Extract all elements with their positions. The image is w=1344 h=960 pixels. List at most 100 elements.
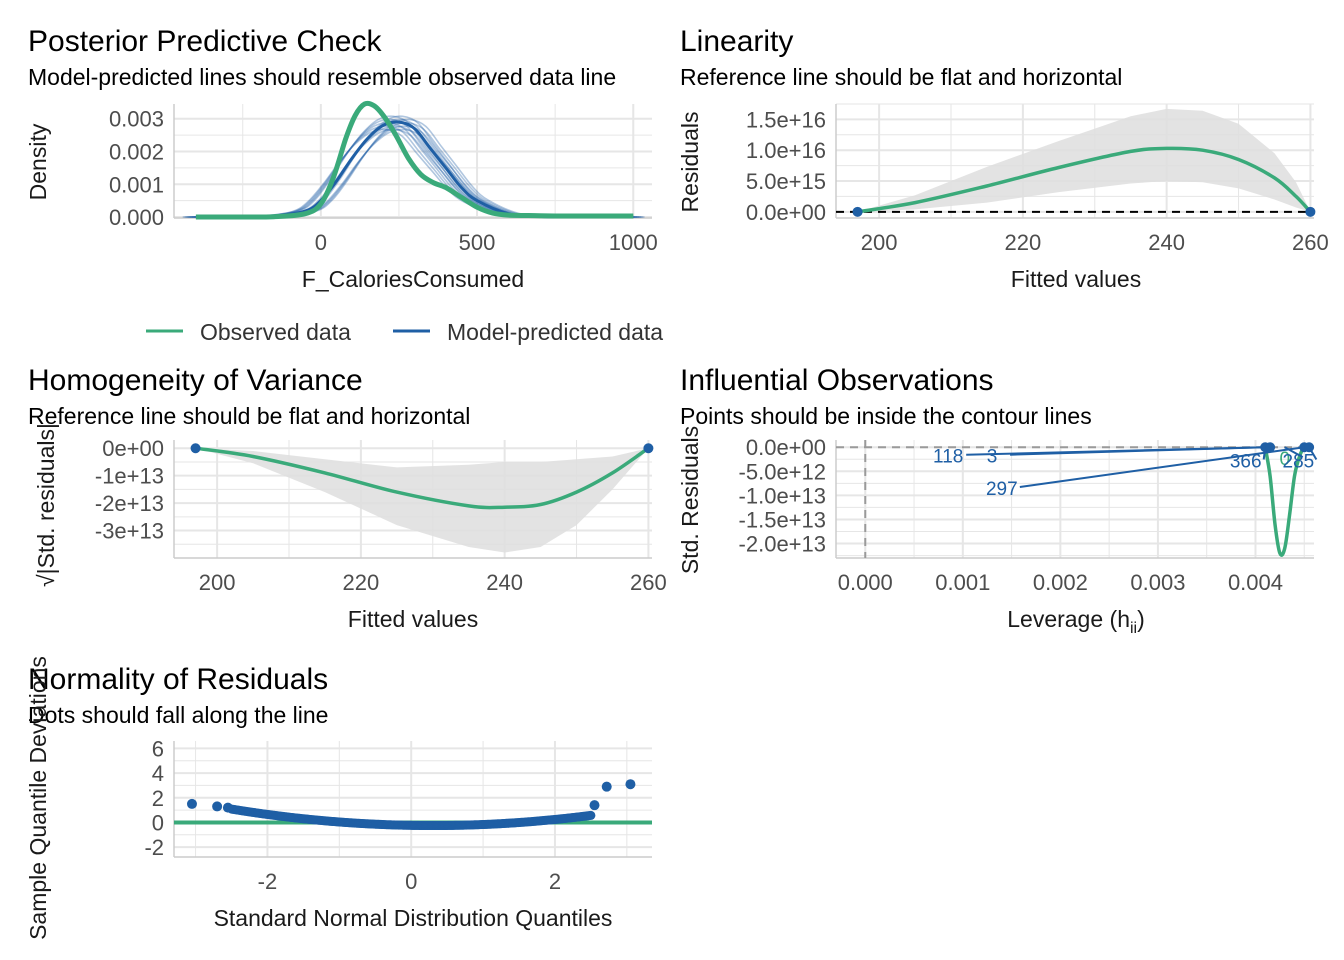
panel-homogeneity-of-variance: Homogeneity of Variance Reference line s… (28, 364, 667, 632)
linearity-x-tick-label: 220 (1005, 230, 1042, 255)
normality-y-tick-label: 0 (152, 810, 164, 835)
homogeneity-x-tick-label: 240 (486, 570, 523, 595)
influential-point (1265, 442, 1276, 453)
panel-linearity: Linearity Reference line should be flat … (677, 25, 1329, 292)
influential-x-axis-label: Leverage (hii) (1007, 606, 1145, 637)
linearity-x-axis-label: Fitted values (1011, 266, 1141, 292)
homogeneity-x-tick-label: 200 (199, 570, 236, 595)
homogeneity-y-tick-label: -2e+13 (95, 491, 164, 516)
ppc-ticks: 0 500 1000 0.000 0.001 0.002 0.003 (109, 107, 658, 255)
normality-title: Normality of Residuals (28, 663, 328, 696)
homogeneity-x-tick-label: 220 (343, 570, 380, 595)
ppc-legend: Observed data Model-predicted data (146, 319, 663, 345)
ppc-predicted-draw-line (205, 122, 643, 218)
influential-y-tick-label: -5.0e+12 (739, 459, 826, 484)
ppc-predicted-draw-line (186, 122, 624, 218)
influential-x-tick-label: 0.002 (1033, 570, 1088, 595)
normality-y-tick-label: 6 (152, 736, 164, 761)
homogeneity-subtitle: Reference line should be flat and horizo… (28, 403, 470, 429)
homogeneity-confidence-band (195, 448, 649, 553)
linearity-title: Linearity (680, 25, 793, 58)
panel-influential-observations: Influential Observations Points should b… (677, 364, 1318, 637)
linearity-y-tick-label: 1.5e+16 (746, 107, 826, 132)
homogeneity-point (643, 443, 654, 454)
influential-title: Influential Observations (680, 364, 994, 397)
normality-qq-point (586, 810, 596, 820)
influential-label-segment (1010, 446, 1266, 456)
normality-y-axis-label: Sample Quantile Deviations (25, 656, 51, 940)
linearity-point (1305, 206, 1316, 217)
ppc-title: Posterior Predictive Check (28, 25, 382, 58)
normality-x-axis-label: Standard Normal Distribution Quantiles (214, 905, 613, 931)
ppc-predicted-draw-line (184, 125, 622, 218)
panel-posterior-predictive-check: Posterior Predictive Check Model-predict… (25, 25, 658, 292)
influential-point-label: 0 (1279, 449, 1290, 470)
ppc-x-axis-label: F_CaloriesConsumed (302, 266, 524, 292)
linearity-subtitle: Reference line should be flat and horizo… (680, 64, 1122, 90)
ppc-observed-line (195, 100, 634, 220)
homogeneity-y-tick-label: -3e+13 (95, 519, 164, 544)
normality-qq-point (625, 779, 636, 790)
linearity-ticks: 200 220 240 260 0.0e+00 5.0e+15 1.0e+16 1.5e+16 (746, 107, 1329, 255)
homogeneity-y-axis-label: √|Std. residuals| (33, 423, 59, 587)
normality-gridlines (173, 741, 652, 858)
normality-series (174, 779, 652, 830)
influential-y-tick-label: -2.0e+13 (739, 532, 826, 557)
homogeneity-title: Homogeneity of Variance (28, 364, 363, 397)
influential-point-label: 118 (933, 447, 963, 468)
normality-qq-point (186, 798, 197, 809)
normality-y-tick-label: 4 (152, 761, 164, 786)
ppc-x-tick-label: 1000 (609, 230, 658, 255)
homogeneity-series (190, 443, 654, 553)
linearity-fit-line (857, 146, 1312, 214)
normality-y-tick-label: -2 (144, 835, 164, 860)
linearity-x-tick-label: 200 (861, 230, 898, 255)
ppc-x-tick-label: 0 (315, 230, 327, 255)
linearity-x-tick-label: 260 (1292, 230, 1329, 255)
homogeneity-x-tick-label: 260 (630, 570, 667, 595)
influential-subtitle: Points should be inside the contour line… (680, 403, 1092, 429)
normality-x-tick-label: 0 (405, 869, 417, 894)
influential-x-axis-label-sub: ii (1130, 620, 1137, 637)
influential-x-tick-label: 0.001 (935, 570, 990, 595)
influential-point-label: 3 (987, 447, 998, 468)
ppc-y-tick-label: 0.003 (109, 107, 164, 132)
homogeneity-x-axis-label: Fitted values (348, 606, 478, 632)
linearity-y-tick-label: 1.0e+16 (746, 138, 826, 163)
legend-predicted-label: Model-predicted data (447, 319, 663, 345)
ppc-subtitle: Model-predicted lines should resemble ob… (28, 64, 616, 90)
normality-qq-point (601, 781, 612, 792)
linearity-point (852, 206, 863, 217)
influential-y-tick-label: -1.5e+13 (739, 507, 826, 532)
homogeneity-y-tick-label: -1e+13 (95, 464, 164, 489)
influential-point (1304, 442, 1315, 453)
influential-y-axis-label: Std. Residuals (677, 426, 703, 574)
ppc-predicted-draw-line (190, 115, 628, 218)
influential-point-label: 366 (1230, 452, 1262, 473)
linearity-series (836, 108, 1316, 217)
influential-ticks: 0.000 0.001 0.002 0.003 0.004 0.0e+00-5.0e+12… (739, 435, 1283, 595)
linearity-y-axis-label: Residuals (677, 112, 703, 213)
influential-x-tick-label: 0.000 (838, 570, 893, 595)
ppc-y-axis-label: Density (25, 123, 51, 200)
influential-y-tick-label: 0.0e+00 (746, 435, 826, 460)
normality-qq-point (589, 800, 600, 811)
ppc-x-tick-label: 500 (459, 230, 496, 255)
influential-x-tick-label: 0.003 (1130, 570, 1185, 595)
normality-x-tick-label: -2 (258, 869, 278, 894)
panel-normality-of-residuals: Normality of Residuals Dots should fall … (25, 656, 652, 940)
normality-qq-point (212, 801, 223, 812)
influential-x-axis-label-end: ) (1137, 606, 1145, 632)
ppc-series (182, 100, 645, 220)
normality-x-tick-label: 2 (549, 869, 561, 894)
homogeneity-ticks: 200 220 240 260 0e+00 -1e+13-2e+13 -3e+13 (95, 436, 667, 595)
ppc-y-tick-label: 0.000 (109, 205, 164, 230)
ppc-predicted-draw-line (193, 125, 632, 218)
ppc-y-tick-label: 0.001 (109, 172, 164, 197)
homogeneity-fit-line (195, 446, 650, 510)
influential-point-label: 285 (1283, 452, 1315, 473)
homogeneity-point (190, 443, 201, 454)
